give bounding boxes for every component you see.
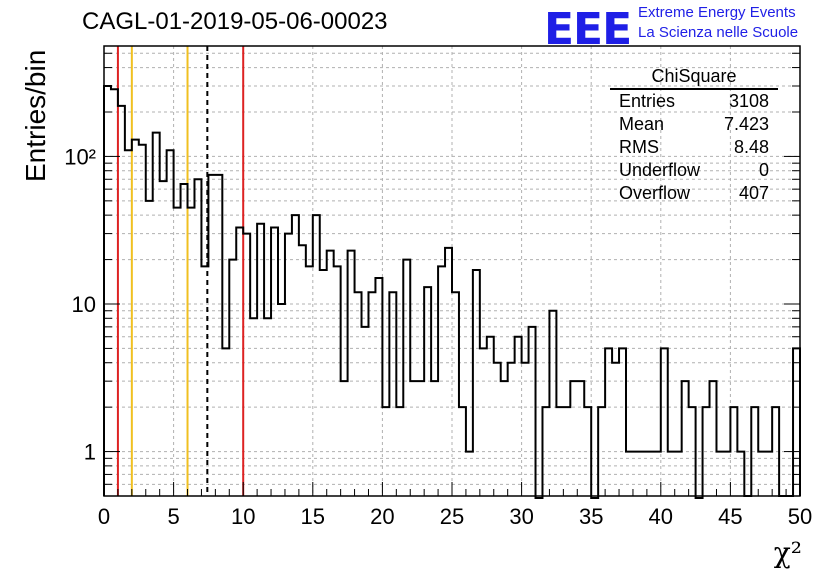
y-tick-label: 1 [84,440,96,465]
x-tick-label: 30 [509,504,533,529]
stats-label: Overflow [619,183,691,203]
y-tick-label: 10² [64,144,96,169]
histogram-outline [103,85,801,499]
stats-label: Underflow [619,160,701,180]
stats-title: ChiSquare [610,66,778,90]
stats-row-mean: Mean 7.423 [610,113,778,136]
stats-label: RMS [619,137,659,157]
stats-row-overflow: Overflow 407 [610,182,778,205]
chart-title: CAGL-01-2019-05-06-00023 [82,8,388,35]
axes: 0 5 10 15 20 25 30 35 40 45 50 1 10 10² [64,52,812,529]
logo-line-1: Extreme Energy Events [638,4,796,21]
x-tick-label: 35 [579,504,603,529]
x-axis-label: χ² [773,536,802,569]
x-tick-label: 0 [98,504,110,529]
x-tick-label: 10 [231,504,255,529]
marker-lines [116,46,245,496]
y-axis-label: Entries/bin [20,49,51,182]
stats-value: 407 [738,183,769,203]
x-tick-label: 45 [718,504,742,529]
stats-value: 7.423 [723,114,769,134]
x-tick-label: 25 [440,504,464,529]
stats-value: 8.48 [733,137,769,157]
stats-value: 3108 [728,91,769,111]
stats-value: 0 [758,160,769,180]
x-tick-label: 5 [167,504,179,529]
stats-label: Mean [619,114,665,134]
x-tick-label: 50 [788,504,812,529]
x-tick-label: 15 [301,504,325,529]
logo-line-2: La Scienza nelle Scuole [638,24,799,41]
x-tick-label: 20 [370,504,394,529]
stats-label: Entries [619,91,676,111]
stats-row-underflow: Underflow 0 [610,159,778,182]
x-tick-label: 40 [649,504,673,529]
stats-row-entries: Entries 3108 [610,90,778,113]
y-tick-label: 10 [72,292,96,317]
eee-logo: EEE [544,4,632,55]
stats-box: ChiSquare Entries 3108 Mean 7.423 RMS 8.48 … [610,66,778,205]
stats-row-rms: RMS 8.48 [610,136,778,159]
